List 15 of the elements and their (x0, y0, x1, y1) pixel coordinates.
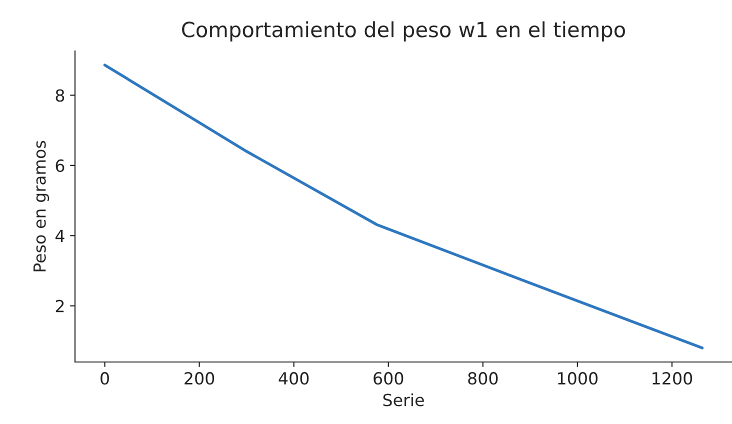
y-tick-label: 8 (56, 89, 64, 102)
chart-title: Comportamiento del peso w1 en el tiempo (182, 21, 625, 42)
x-tick-label: 0 (100, 372, 109, 385)
x-tick-label: 800 (468, 372, 498, 385)
x-tick-label: 200 (184, 372, 214, 385)
x-tick-label: 1000 (558, 372, 598, 385)
y-tick-label: 2 (56, 300, 64, 312)
x-tick-label: 600 (374, 372, 404, 385)
y-axis-title: Peso en gramos (34, 140, 50, 272)
x-tick-label: 1200 (652, 372, 692, 385)
y-tick-label: 6 (56, 159, 64, 172)
x-axis-title: Serie (383, 393, 424, 406)
line-series (103, 64, 704, 350)
y-tick-label: 4 (55, 230, 64, 242)
x-tick-label: 400 (278, 372, 309, 385)
